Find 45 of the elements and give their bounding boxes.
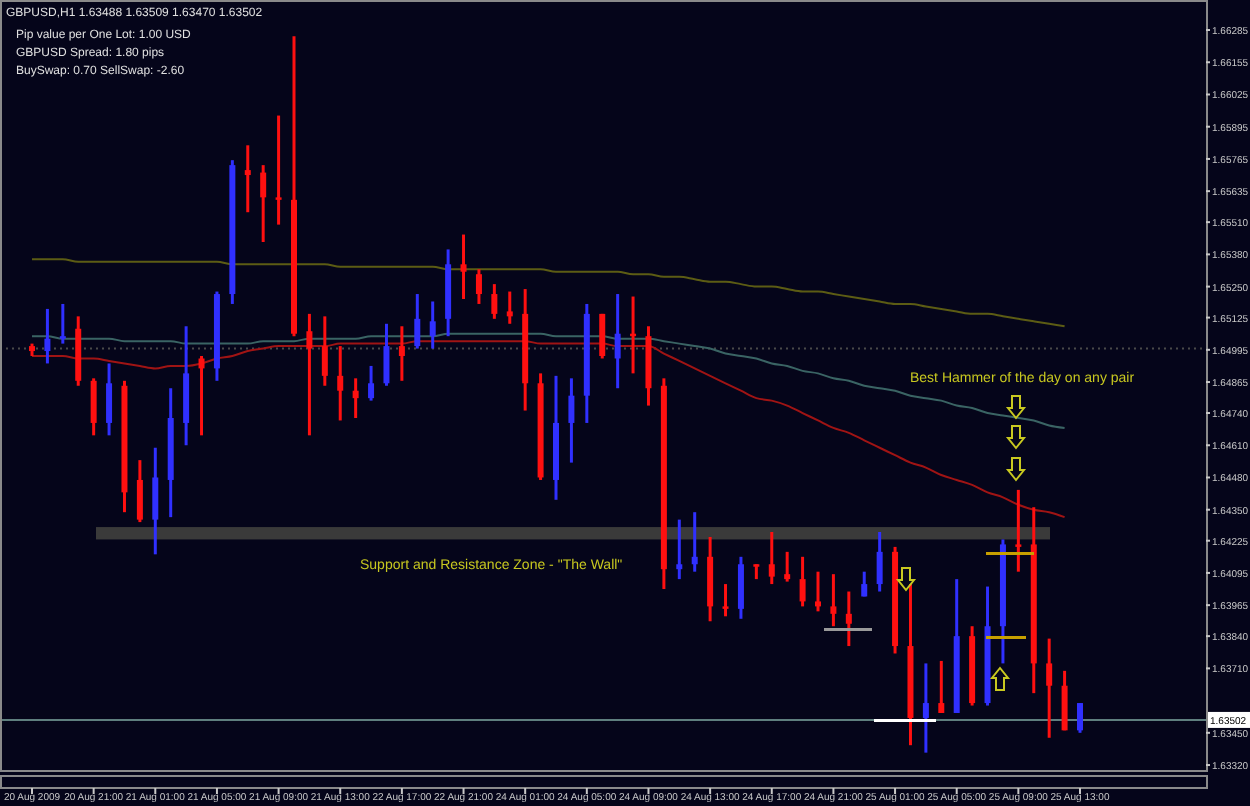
- candlestick: [691, 510, 698, 574]
- candlestick: [506, 290, 513, 326]
- candlestick: [938, 659, 945, 715]
- candlestick: [784, 550, 791, 584]
- candlestick: [136, 458, 143, 524]
- candlestick: [460, 233, 467, 301]
- candlestick: [475, 267, 482, 306]
- candlestick: [306, 312, 313, 437]
- candlestick: [1077, 701, 1083, 735]
- candlestick: [59, 302, 66, 346]
- candlestick: [491, 282, 498, 321]
- candlestick: [768, 530, 775, 586]
- candlestick: [383, 322, 390, 388]
- candlestick: [106, 361, 113, 437]
- candlestick: [799, 555, 806, 608]
- candlestick: [368, 364, 375, 403]
- candlestick: [429, 299, 436, 351]
- candlestick: [922, 661, 929, 755]
- candlestick: [861, 570, 868, 598]
- candlestick: [815, 570, 821, 613]
- candlestick: [44, 307, 51, 365]
- candlestick: [599, 312, 606, 360]
- candlestick: [321, 314, 328, 388]
- candlestick: [737, 555, 744, 621]
- line-series: [31, 258, 1066, 328]
- candlestick: [414, 292, 421, 351]
- candlestick: [352, 376, 359, 420]
- candlestick: [722, 582, 729, 618]
- candlestick: [568, 376, 575, 465]
- candlestick: [614, 292, 621, 390]
- candlestick: [337, 344, 344, 422]
- candlestick: [260, 163, 267, 244]
- candlestick: [1061, 669, 1068, 732]
- candlestick: [198, 354, 205, 437]
- candlestick: [398, 324, 405, 383]
- candlestick: [845, 590, 852, 648]
- candlestick: [876, 530, 883, 594]
- candlestick: [152, 446, 159, 556]
- candlestick: [830, 572, 837, 628]
- candlestick: [275, 114, 282, 227]
- candlestick: [90, 376, 97, 437]
- candlestick: [676, 518, 683, 581]
- candlestick: [244, 143, 251, 214]
- candlestick: [1015, 488, 1022, 574]
- candlestick: [1046, 637, 1053, 740]
